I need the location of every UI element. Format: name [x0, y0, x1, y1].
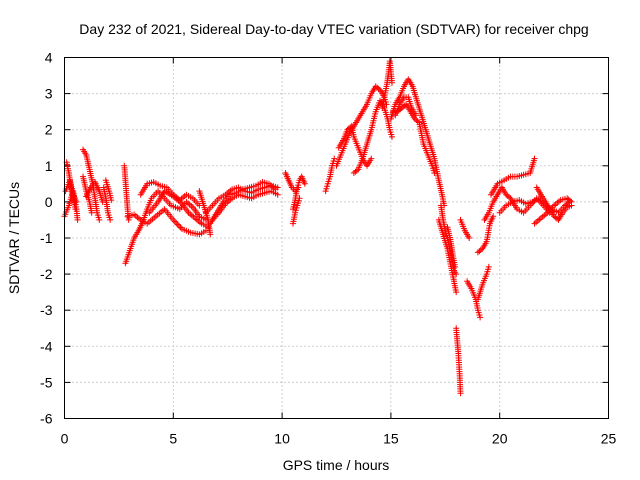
data-point [567, 197, 574, 204]
x-tick-labels: 0 5 10 15 20 25 [61, 431, 617, 447]
data-point [125, 216, 132, 223]
data-point [457, 390, 464, 397]
y-tick-label: -4 [40, 338, 53, 354]
x-tick-label: 10 [274, 431, 290, 447]
data-point [301, 180, 308, 187]
y-tick-label: 4 [45, 50, 53, 66]
data-point [96, 216, 103, 223]
x-tick-label: 25 [601, 431, 617, 447]
y-tick-label: -3 [40, 302, 53, 318]
y-tick-label: -6 [40, 411, 53, 427]
y-tick-label: 1 [45, 158, 53, 174]
data-point [389, 133, 395, 140]
y-axis-label: SDTVAR / TECUs [6, 182, 22, 294]
data-point [108, 197, 115, 204]
data-point [466, 235, 473, 241]
data-point [173, 220, 180, 226]
data-point [477, 314, 484, 321]
data-point [452, 263, 459, 270]
x-tick-label: 20 [492, 431, 508, 447]
data-point [205, 224, 212, 231]
data-point [207, 231, 214, 238]
y-tick-label: -2 [40, 266, 53, 282]
data-point [368, 155, 375, 162]
chart-title: Day 232 of 2021, Sidereal Day-to-day VTE… [79, 21, 588, 37]
plot-frame [64, 57, 609, 419]
x-tick-label: 15 [383, 431, 399, 447]
y-tick-label: 0 [45, 194, 53, 210]
data-point [485, 263, 492, 270]
data-points [61, 58, 575, 397]
data-point [107, 216, 114, 223]
data-point [296, 195, 303, 202]
data-point [568, 198, 575, 205]
data-point [88, 209, 95, 216]
data-point [274, 191, 281, 198]
data-point [74, 216, 81, 223]
data-point [431, 170, 438, 176]
data-point [176, 223, 183, 229]
y-tick-labels: -6 -5 -4 -3 -2 -1 0 1 2 3 4 [40, 50, 53, 427]
y-tick-label: 3 [45, 86, 53, 102]
data-point [490, 213, 497, 220]
grid-lines [64, 57, 609, 419]
data-point [412, 112, 419, 119]
data-point [531, 155, 538, 162]
data-point [389, 79, 395, 86]
x-tick-label: 0 [61, 431, 69, 447]
y-tick-label: -1 [40, 230, 53, 246]
data-point [72, 206, 79, 213]
y-tick-label: 2 [45, 122, 53, 138]
y-tick-label: -5 [40, 374, 53, 390]
x-axis-label: GPS time / hours [283, 457, 390, 473]
data-point [174, 221, 181, 228]
x-tick-label: 5 [169, 431, 177, 447]
data-point [453, 271, 460, 278]
data-point [331, 155, 338, 162]
data-point [453, 289, 460, 296]
